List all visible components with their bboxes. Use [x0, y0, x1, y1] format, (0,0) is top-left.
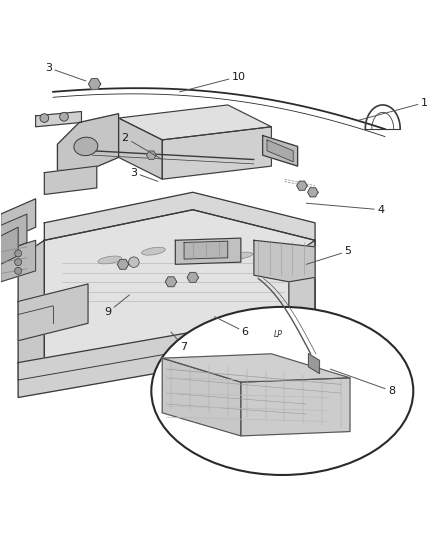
Polygon shape: [187, 272, 198, 282]
Ellipse shape: [141, 247, 166, 255]
Circle shape: [129, 257, 139, 268]
Circle shape: [14, 268, 21, 274]
Polygon shape: [57, 114, 119, 171]
Text: 3: 3: [45, 63, 86, 81]
Polygon shape: [18, 284, 88, 341]
Ellipse shape: [74, 137, 98, 156]
Polygon shape: [18, 240, 44, 380]
Polygon shape: [1, 199, 35, 243]
Polygon shape: [119, 118, 162, 179]
Polygon shape: [117, 260, 129, 269]
Polygon shape: [0, 227, 18, 269]
Circle shape: [60, 112, 68, 121]
Polygon shape: [267, 140, 293, 161]
Text: 4: 4: [306, 203, 384, 215]
Text: LP: LP: [274, 330, 283, 338]
Ellipse shape: [229, 252, 253, 259]
Polygon shape: [162, 127, 272, 179]
Ellipse shape: [185, 248, 209, 255]
Polygon shape: [44, 166, 97, 195]
Ellipse shape: [98, 256, 122, 264]
Polygon shape: [35, 111, 81, 127]
Polygon shape: [162, 354, 350, 382]
Polygon shape: [165, 277, 177, 287]
Ellipse shape: [151, 307, 413, 475]
Polygon shape: [44, 210, 315, 362]
Text: 6: 6: [215, 317, 249, 337]
Text: 8: 8: [330, 369, 395, 396]
Text: 2: 2: [122, 133, 162, 159]
Polygon shape: [44, 192, 315, 240]
Polygon shape: [0, 214, 27, 256]
Text: 1: 1: [359, 98, 428, 120]
Circle shape: [14, 259, 21, 265]
Text: 9: 9: [104, 295, 130, 317]
Text: 7: 7: [171, 332, 187, 352]
Circle shape: [14, 250, 21, 257]
Polygon shape: [119, 105, 272, 140]
Text: 10: 10: [180, 71, 246, 92]
Polygon shape: [88, 79, 101, 90]
Polygon shape: [18, 332, 193, 398]
Polygon shape: [308, 354, 319, 374]
Polygon shape: [184, 241, 228, 259]
Polygon shape: [1, 240, 35, 282]
Polygon shape: [147, 151, 156, 159]
Text: 5: 5: [306, 246, 351, 264]
Polygon shape: [307, 188, 318, 197]
Polygon shape: [263, 135, 297, 166]
Polygon shape: [162, 358, 241, 436]
Polygon shape: [254, 240, 315, 282]
Text: 3: 3: [131, 168, 158, 181]
Polygon shape: [297, 181, 307, 190]
Polygon shape: [289, 240, 315, 380]
Polygon shape: [241, 378, 350, 436]
Circle shape: [40, 114, 49, 123]
Polygon shape: [175, 238, 241, 264]
